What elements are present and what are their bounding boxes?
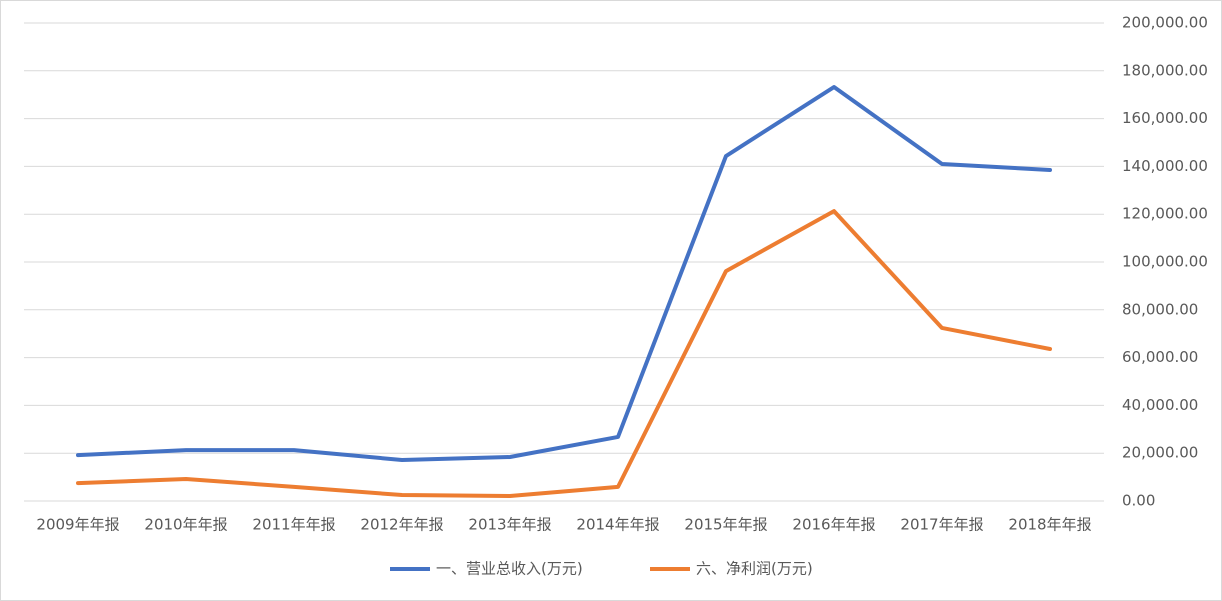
- y-tick-label: 120,000.00: [1122, 205, 1208, 223]
- y-tick-label: 80,000.00: [1122, 300, 1198, 318]
- y-tick-label: 0.00: [1122, 492, 1155, 510]
- y-tick-label: 180,000.00: [1122, 61, 1208, 79]
- x-tick-label: 2010年年报: [144, 516, 227, 534]
- series-line: [76, 85, 1052, 463]
- x-tick-label: 2012年年报: [360, 516, 443, 534]
- legend-label: 六、净利润(万元): [696, 560, 813, 578]
- x-tick-label: 2017年年报: [900, 516, 983, 534]
- y-tick-label: 40,000.00: [1122, 396, 1198, 414]
- y-tick-label: 20,000.00: [1122, 444, 1198, 462]
- x-tick-label: 2014年年报: [576, 516, 659, 534]
- x-tick-label: 2013年年报: [468, 516, 551, 534]
- y-tick-label: 200,000.00: [1122, 14, 1208, 32]
- y-tick-label: 60,000.00: [1122, 348, 1198, 366]
- y-tick-label: 160,000.00: [1122, 109, 1208, 127]
- y-tick-label: 140,000.00: [1122, 157, 1208, 175]
- x-tick-label: 2016年年报: [792, 516, 875, 534]
- x-tick-label: 2018年年报: [1008, 516, 1091, 534]
- series-line: [76, 209, 1052, 498]
- legend-label: 一、营业总收入(万元): [436, 560, 583, 578]
- x-tick-label: 2009年年报: [36, 516, 119, 534]
- x-tick-label: 2015年年报: [684, 516, 767, 534]
- x-tick-label: 2011年年报: [252, 516, 335, 534]
- y-tick-label: 100,000.00: [1122, 253, 1208, 271]
